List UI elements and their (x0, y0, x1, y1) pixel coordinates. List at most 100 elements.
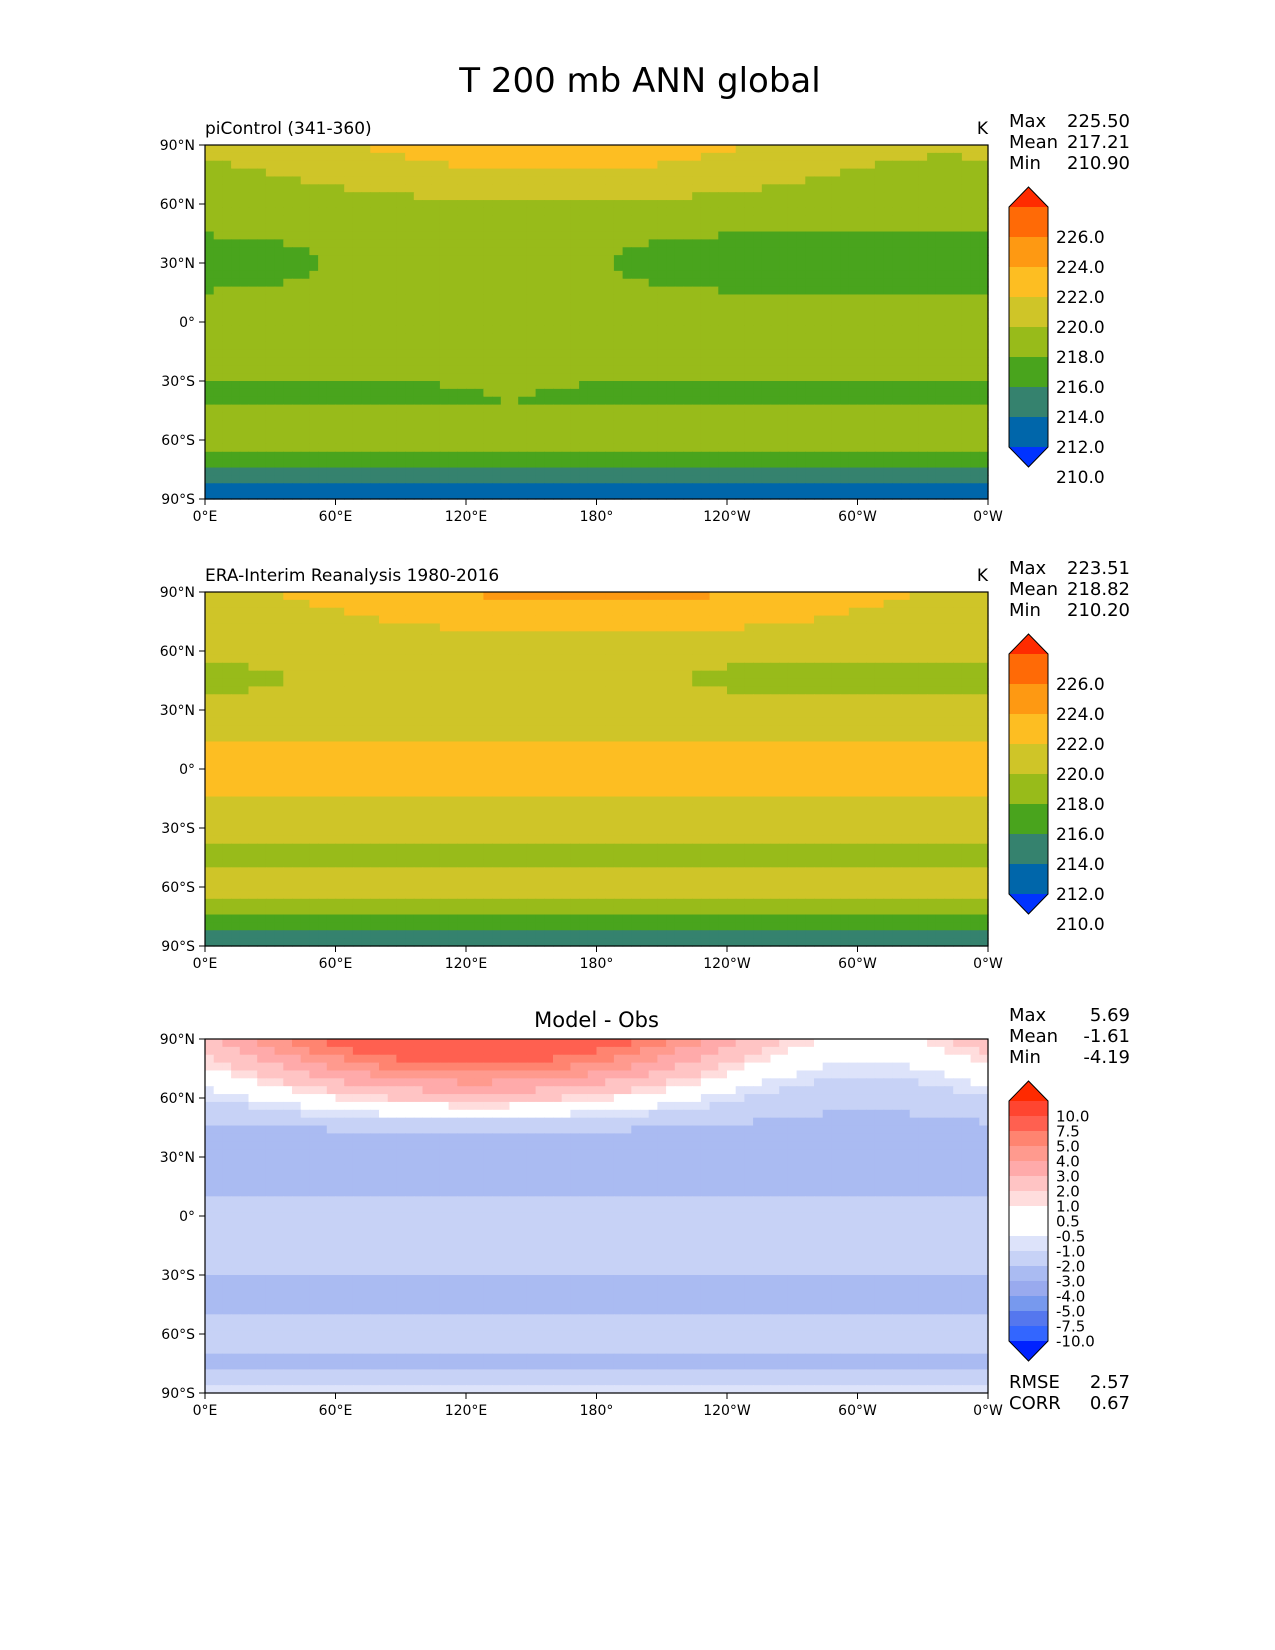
field-cell (213, 286, 223, 296)
field-cell (526, 475, 537, 484)
field-cell (831, 168, 841, 178)
field-cell (500, 223, 511, 233)
field-cell (239, 184, 250, 193)
field-cell (787, 436, 798, 445)
field-cell (787, 607, 798, 617)
field-cell (439, 310, 450, 319)
field-cell (535, 607, 545, 617)
field-cell (927, 381, 937, 390)
field-cell (370, 475, 380, 484)
field-cell (918, 152, 928, 162)
field-cell (692, 294, 702, 303)
field-cell (544, 607, 554, 617)
field-cell (796, 388, 806, 398)
field-cell (570, 396, 580, 406)
field-cell (657, 215, 667, 225)
field-cell (222, 420, 232, 429)
field-cell (492, 184, 502, 193)
field-cell (387, 215, 397, 225)
field-cell (509, 388, 519, 398)
field-cell (605, 255, 615, 264)
field-cell (648, 184, 658, 193)
field-cell (640, 168, 650, 178)
field-cell (866, 662, 876, 672)
field-cell (213, 428, 223, 437)
field-cell (866, 483, 876, 492)
field-cell (787, 270, 798, 280)
field-cell (657, 647, 667, 656)
field-cell (831, 286, 841, 296)
field-cell (361, 599, 371, 609)
field-cell (335, 318, 345, 327)
field-cell (526, 365, 537, 374)
field-cell (405, 475, 415, 484)
field-cell (613, 420, 624, 429)
field-cell (727, 412, 737, 421)
field-cell (761, 207, 772, 217)
field-cell (727, 396, 737, 406)
field-cell (370, 647, 380, 656)
field-cell (492, 247, 502, 256)
field-cell (231, 333, 241, 343)
field-cell (431, 592, 441, 601)
field-cell (796, 270, 806, 280)
field-cell (779, 231, 789, 240)
field-cell (744, 247, 754, 256)
field-cell (474, 255, 484, 264)
field-cell (292, 349, 302, 358)
field-cell (205, 491, 215, 500)
field-cell (631, 302, 641, 311)
field-cell (318, 223, 328, 233)
field-cell (779, 599, 789, 609)
field-cell (387, 152, 397, 162)
field-cell (570, 436, 580, 445)
field-cell (587, 247, 598, 256)
field-cell (474, 365, 484, 374)
field-cell (657, 349, 667, 358)
field-cell (518, 647, 528, 656)
field-cell (840, 396, 850, 406)
field-cell (700, 310, 711, 319)
field-cell (361, 247, 371, 256)
field-cell (474, 467, 484, 476)
field-cell (848, 647, 859, 656)
field-cell (492, 176, 502, 185)
field-cell (422, 443, 432, 453)
field-cell (822, 662, 832, 672)
field-cell (596, 318, 606, 327)
field-cell (918, 388, 928, 398)
field-cell (422, 381, 432, 390)
field-cell (466, 443, 476, 453)
field-cell (935, 247, 946, 256)
field-cell (909, 615, 919, 625)
field-cell (387, 404, 397, 414)
field-cell (622, 168, 632, 178)
field-cell (561, 396, 571, 406)
field-cell (918, 318, 928, 327)
field-cell (570, 152, 580, 162)
field-cell (796, 420, 806, 429)
field-cell (883, 404, 893, 414)
field-cell (431, 599, 441, 609)
field-cell (935, 420, 946, 429)
field-cell (500, 184, 511, 193)
field-cell (605, 286, 615, 296)
field-cell (927, 373, 937, 382)
field-cell (779, 396, 789, 406)
field-cell (822, 215, 832, 225)
field-cell (587, 278, 598, 288)
field-cell (970, 428, 980, 437)
field-cell (935, 459, 946, 469)
field-cell (526, 310, 537, 319)
field-cell (466, 639, 476, 648)
field-cell (431, 325, 441, 335)
field-cell (544, 373, 554, 382)
field-cell (466, 168, 476, 178)
field-cell (257, 654, 267, 664)
field-cell (413, 152, 424, 162)
field-cell (709, 263, 719, 272)
field-cell (231, 302, 241, 311)
field-cell (248, 373, 258, 382)
field-cell (944, 341, 954, 351)
field-cell (605, 239, 615, 248)
